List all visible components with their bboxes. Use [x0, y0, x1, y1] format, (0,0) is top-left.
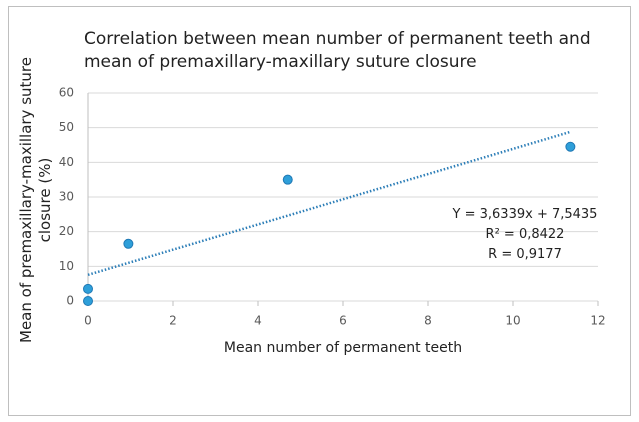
y-axis-label: Mean of premaxillary-maxillary suture cl…: [17, 57, 54, 343]
trendline-annotations: Y = 3,6339x + 7,5435 R² = 0,8422 R = 0,9…: [440, 205, 610, 265]
x-tick-label: 0: [84, 314, 92, 328]
annotation: R² = 0,8422: [485, 227, 565, 242]
annotation: R = 0,9177: [488, 247, 562, 262]
x-tick-label: 12: [590, 314, 605, 328]
data-point: [83, 296, 93, 306]
x-tick-label: 10: [505, 314, 520, 328]
y-tick-label: 30: [59, 190, 74, 204]
x-tick-label: 4: [254, 314, 262, 328]
data-point: [565, 141, 576, 152]
y-tick-label: 10: [59, 259, 74, 273]
x-axis-label: Mean number of permanent teeth: [223, 340, 463, 356]
data-point: [282, 174, 293, 185]
y-tick-label: 0: [66, 294, 74, 308]
y-tick-label: 40: [59, 155, 74, 169]
y-tick-label: 20: [59, 224, 74, 238]
chart-border: [8, 6, 631, 416]
x-tick-label: 8: [424, 314, 432, 328]
data-point: [123, 238, 134, 249]
x-tick-label: 6: [339, 314, 347, 328]
x-tick-label: 2: [169, 314, 177, 328]
annotation: Y = 3,6339x + 7,5435: [452, 207, 598, 222]
y-tick-label: 60: [59, 86, 74, 100]
data-point: [83, 283, 93, 294]
chart-title: Correlation between mean number of perma…: [84, 29, 591, 72]
y-tick-label: 50: [59, 120, 74, 134]
